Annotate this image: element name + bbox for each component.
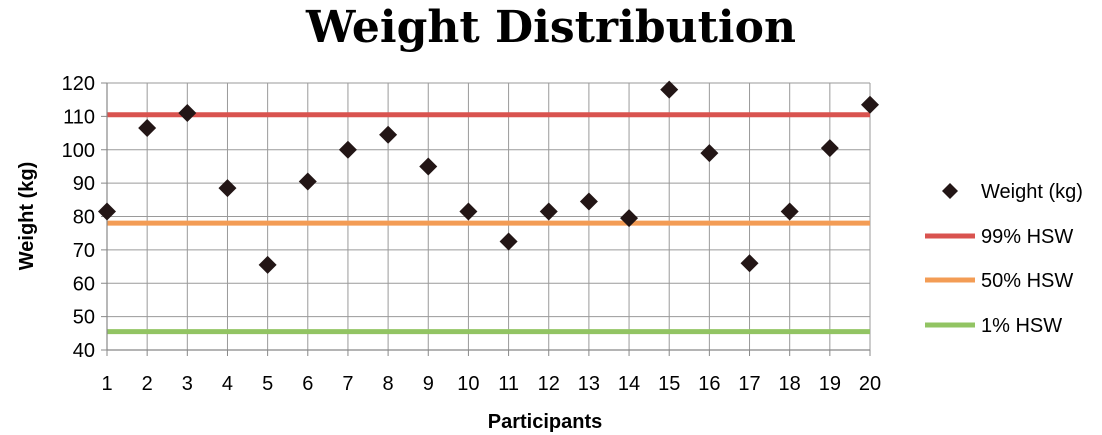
weight-point [459, 202, 478, 221]
x-tick-label: 20 [859, 373, 881, 395]
data-points [98, 80, 879, 274]
x-tick-label: 11 [498, 373, 519, 395]
x-tick-label: 9 [423, 373, 434, 395]
weight-point [98, 202, 116, 221]
x-tick-label: 13 [578, 373, 600, 395]
y-tick-label: 70 [73, 240, 95, 262]
weight-point [298, 172, 317, 191]
legend-marker [942, 183, 958, 199]
y-tick-label: 100 [62, 140, 95, 162]
weight-point [379, 125, 398, 144]
legend-label: 1% HSW [981, 315, 1062, 337]
x-tick-label: 14 [618, 373, 640, 395]
axes [101, 82, 871, 356]
y-tick-label: 50 [73, 307, 95, 329]
y-tick-label: 110 [63, 106, 95, 128]
weight-point [660, 80, 679, 99]
x-tick-label: 12 [538, 373, 560, 395]
x-tick-label: 5 [262, 373, 273, 395]
x-tick-label: 8 [383, 373, 394, 395]
x-tick-label: 4 [222, 373, 233, 395]
y-tick-labels: 40 50 60 70 80 90 100 110 120 [62, 73, 95, 362]
y-tick-label: 120 [62, 73, 95, 95]
weight-point [218, 179, 237, 198]
x-tick-label: 15 [658, 373, 680, 395]
x-tick-label: 16 [698, 373, 720, 395]
x-tick-label: 19 [819, 373, 841, 395]
weight-point [780, 202, 799, 221]
weight-point [539, 202, 558, 221]
weight-point [579, 192, 598, 211]
legend: Weight (kg) 99% HSW 50% HSW 1% HSW [925, 181, 1083, 337]
y-tick-label: 80 [73, 207, 95, 229]
y-axis-label: Weight (kg) [16, 162, 38, 271]
reference-lines [107, 112, 870, 335]
x-tick-labels: 1 2 3 4 5 6 7 8 9 10 11 12 13 14 15 16 17 18 19 20 [101, 373, 881, 395]
x-tick-label: 7 [342, 373, 353, 395]
weight-point [178, 104, 197, 123]
weight-point [419, 157, 438, 176]
y-tick-label: 40 [73, 340, 95, 362]
x-tick-label: 1 [101, 373, 112, 395]
weight-point [861, 95, 879, 114]
weight-point [700, 144, 719, 163]
weight-point [740, 254, 759, 273]
x-tick-label: 18 [779, 373, 801, 395]
weight-point [338, 140, 357, 159]
x-tick-label: 2 [142, 373, 153, 395]
legend-label: 99% HSW [981, 226, 1073, 248]
weight-point [258, 255, 277, 274]
gridlines [107, 82, 871, 350]
x-tick-label: 17 [738, 373, 760, 395]
x-tick-label: 3 [182, 373, 193, 395]
legend-label: Weight (kg) [981, 181, 1083, 203]
x-axis-label: Participants [488, 411, 602, 433]
x-tick-label: 10 [457, 373, 479, 395]
legend-label: 50% HSW [981, 270, 1073, 292]
weight-point [499, 232, 518, 251]
weight-point [620, 209, 639, 228]
y-tick-label: 60 [73, 273, 95, 295]
y-tick-label: 90 [73, 173, 95, 195]
weight-point [820, 139, 839, 158]
weight-point [138, 119, 157, 138]
x-tick-label: 6 [302, 373, 313, 395]
chart-title: Weight Distribution [305, 2, 796, 53]
